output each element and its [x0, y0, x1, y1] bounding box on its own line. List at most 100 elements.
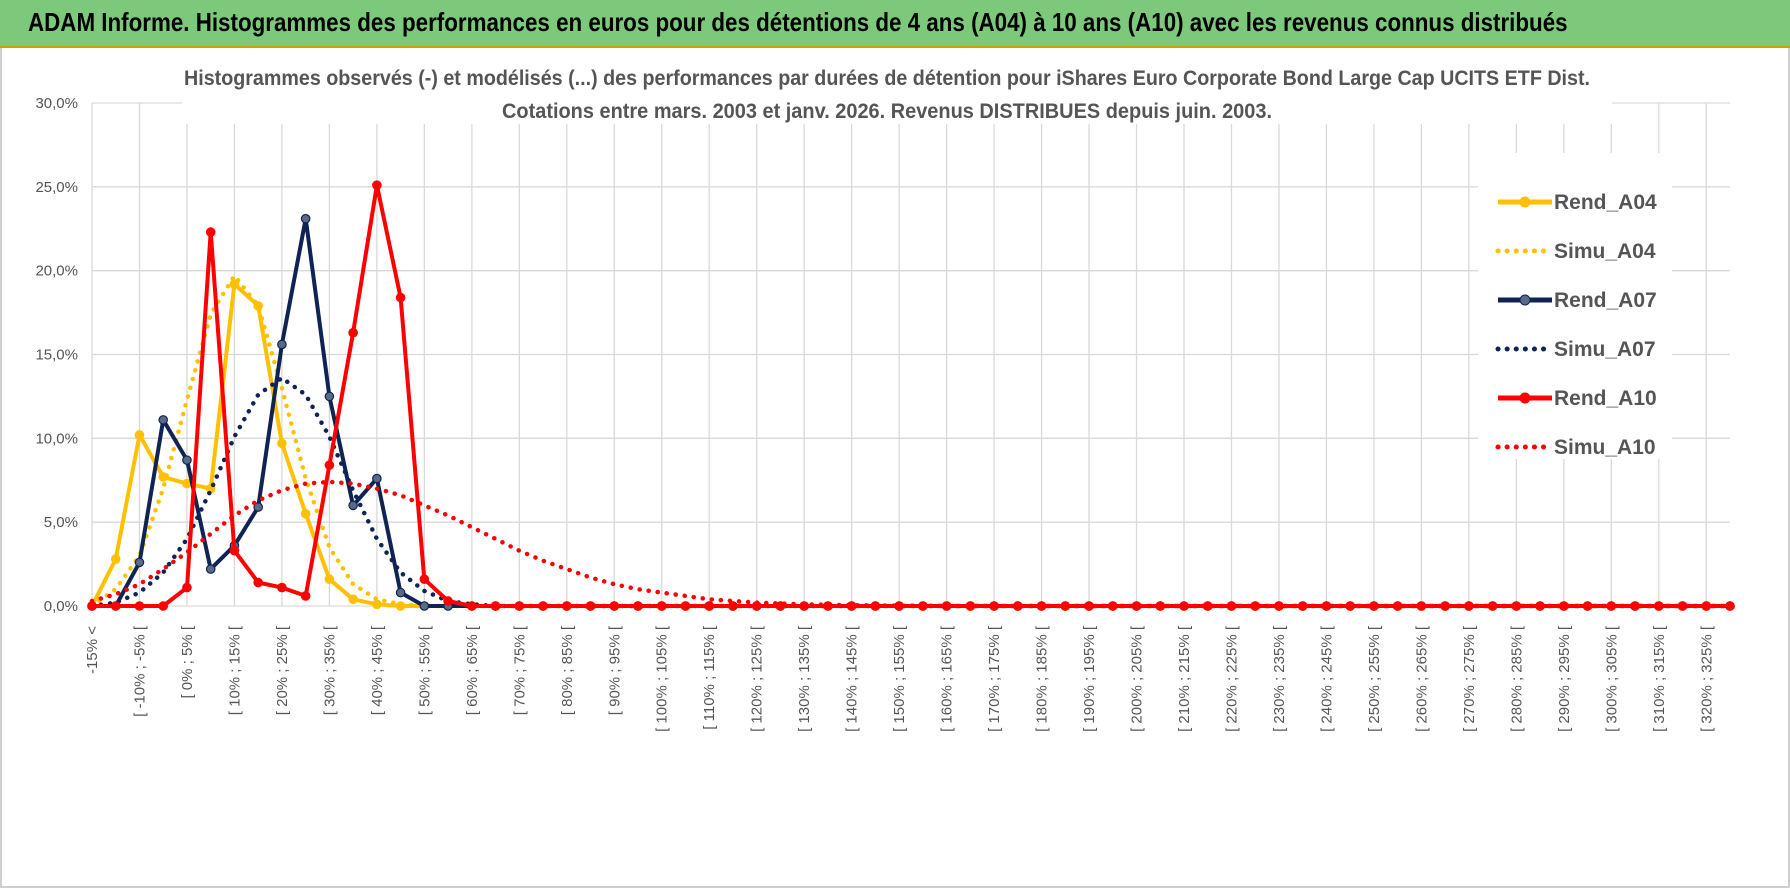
report-banner: ADAM Informe. Histogrammes des performan… [0, 0, 1790, 48]
x-tick-label: [ 0% ; 5% [ [179, 625, 196, 698]
data-point [277, 339, 287, 350]
x-tick-label: [ 80% ; 85% [ [559, 625, 576, 715]
legend-marker [1519, 392, 1531, 404]
x-tick-label: [ 60% ; 65% [ [464, 625, 481, 715]
x-tick-label: [ 40% ; 45% [ [369, 625, 386, 715]
x-tick-label: [ 290% ; 295% [ [1556, 625, 1573, 732]
data-point [158, 601, 169, 611]
data-point [277, 438, 287, 449]
x-tick-label: [ 280% ; 285% [ [1508, 625, 1525, 732]
y-tick-label: 15,0% [35, 347, 78, 364]
x-tick-label: [ 10% ; 15% [ [226, 625, 243, 715]
x-tick-label: [ 230% ; 235% [ [1271, 625, 1288, 732]
data-point [372, 180, 382, 190]
data-point [728, 601, 738, 611]
x-tick-label: [ 270% ; 275% [ [1461, 625, 1478, 732]
x-tick-label: [ 310% ; 315% [ [1651, 625, 1668, 732]
legend-marker [1519, 294, 1531, 306]
grid-layer [91, 102, 1730, 607]
legend-label: Rend_A10 [1554, 387, 1657, 410]
x-tick-label: [ 300% ; 305% [ [1603, 625, 1620, 732]
data-point [182, 582, 192, 593]
data-point [585, 601, 596, 611]
data-point [324, 574, 335, 584]
data-point [633, 601, 643, 611]
x-tick-label: [ 130% ; 135% [ [796, 625, 813, 732]
x-axis: -15% < [ -10% ; -5% [ [ 0% ; 5% [ [ 10% ; 1… [84, 625, 1715, 732]
data-point [372, 473, 382, 484]
x-tick-label: [ 100% ; 105% [ [654, 625, 671, 732]
data-point [229, 545, 240, 556]
chart-title-area: Histogrammes observés (-) et modélisés (… [182, 60, 1612, 124]
x-tick-label: [ -10% ; -5% [ [131, 625, 148, 717]
x-tick-label: [ 220% ; 225% [ [1223, 625, 1240, 732]
y-tick-label: 20,0% [35, 263, 78, 280]
data-point [561, 601, 572, 611]
chart-title-line-1: Histogrammes observés (-) et modélisés (… [184, 67, 1590, 90]
legend-item-rend-a04: Rend_A04 [1498, 191, 1657, 214]
data-point [704, 601, 715, 611]
data-point [680, 601, 691, 611]
series-simu-a10 [89, 479, 1733, 609]
legend-item-rend-a10: Rend_A10 [1498, 387, 1657, 410]
x-tick-label: [ 210% ; 215% [ [1176, 625, 1193, 732]
x-tick-label: [ 50% ; 55% [ [416, 625, 433, 715]
x-tick-label: [ 110% ; 115% [ [701, 625, 718, 730]
data-point [538, 601, 548, 611]
report-title: ADAM Informe. Histogrammes des performan… [28, 7, 1568, 37]
x-tick-label: [ 30% ; 35% [ [321, 625, 338, 715]
data-point [419, 601, 430, 611]
legend-item-simu-a04: Simu_A04 [1495, 240, 1656, 263]
data-point [300, 591, 311, 601]
data-point [205, 564, 216, 574]
x-tick-label: [ 190% ; 195% [ [1081, 625, 1098, 732]
chart-frame: 0,0% 5,0% 10,0% 15,0% 20,0% 25,0% 30,0% -15% <… [0, 48, 1790, 888]
data-point [277, 582, 287, 593]
y-axis: 0,0% 5,0% 10,0% 15,0% 20,0% 25,0% 30,0% [35, 95, 78, 615]
data-point [348, 327, 358, 338]
y-tick-label: 5,0% [44, 514, 78, 531]
histogram-chart: 0,0% 5,0% 10,0% 15,0% 20,0% 25,0% 30,0% -15% <… [35, 60, 1735, 732]
x-tick-label: [ 200% ; 205% [ [1129, 625, 1146, 732]
data-point [467, 601, 477, 611]
y-tick-label: 30,0% [35, 95, 78, 112]
data-point [158, 415, 169, 425]
y-tick-label: 25,0% [35, 179, 78, 196]
data-point [443, 596, 453, 606]
x-tick-label: [ 20% ; 25% [ [274, 625, 291, 715]
data-point [395, 292, 406, 303]
legend-item-rend-a07: Rend_A07 [1498, 289, 1657, 312]
legend-label: Simu_A10 [1554, 436, 1656, 459]
legend-label: Rend_A04 [1554, 191, 1657, 214]
x-tick-label: [ 180% ; 185% [ [1034, 625, 1051, 732]
series-line [89, 375, 1733, 609]
data-point [419, 574, 430, 584]
y-tick-label: 0,0% [44, 598, 78, 615]
data-point [395, 587, 406, 598]
data-point [253, 502, 263, 512]
x-tick-label: [ 260% ; 265% [ [1413, 625, 1430, 732]
legend-label: Simu_A07 [1554, 338, 1656, 361]
data-point [324, 460, 335, 470]
data-point [134, 557, 145, 568]
x-tick-label: -15% < [84, 626, 101, 674]
data-point [134, 601, 145, 611]
series-line [89, 479, 1733, 609]
legend-label: Simu_A04 [1554, 240, 1656, 263]
data-point [656, 601, 667, 611]
x-tick-label: [ 320% ; 325% [ [1698, 625, 1715, 732]
x-tick-label: [ 160% ; 165% [ [939, 625, 956, 732]
data-point [300, 508, 311, 519]
data-point [205, 227, 216, 237]
x-tick-label: [ 170% ; 175% [ [986, 625, 1003, 732]
data-point [134, 430, 145, 440]
legend: Rend_A04 Simu_A04 Rend_A07 Simu_A07 Rend_A10… [1478, 153, 1672, 459]
data-point [348, 500, 358, 511]
legend-marker [1519, 196, 1531, 208]
chart-title-line-2: Cotations entre mars. 2003 et janv. 2026… [502, 100, 1272, 123]
legend-item-simu-a07: Simu_A07 [1495, 338, 1656, 361]
x-tick-label: [ 90% ; 95% [ [606, 625, 623, 715]
data-point [348, 594, 358, 605]
x-tick-label: [ 250% ; 255% [ [1366, 625, 1383, 732]
x-tick-label: [ 120% ; 125% [ [749, 625, 766, 732]
